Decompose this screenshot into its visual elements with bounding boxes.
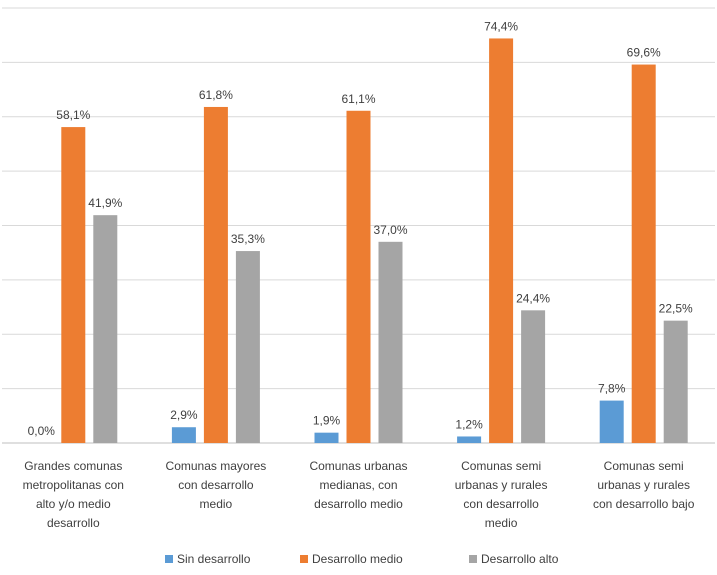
bar [663,320,688,443]
legend-label: Sin desarrollo [177,552,251,566]
category-labels: Grandes comunas metropolitanas con alto y/… [23,459,695,530]
bar [521,310,546,443]
category-label: Grandes comunas metropolitanas con alto y/… [23,459,124,530]
data-labels: 0,0% 58,1% 41,9% 2,9% 61,8% 35,3% 1,9% 61,1% 37,… [28,19,693,438]
bars [61,38,688,444]
data-label: 24,4% [516,291,550,305]
legend-item: Sin desarrollo [165,552,251,566]
legend-item: Desarrollo medio [300,552,403,566]
data-label: 0,0% [28,424,56,438]
data-label: 74,4% [484,19,518,33]
data-label: 61,1% [341,92,375,106]
bar [378,241,403,443]
data-label: 1,9% [313,414,341,428]
bar [235,251,260,443]
legend: Sin desarrollo Desarrollo medio Desarrollo… [165,552,559,566]
category-label: Comunas mayores con desarrollo medio [166,459,267,511]
bar [346,110,371,444]
data-label: 61,8% [199,88,233,102]
data-label: 1,2% [455,417,483,431]
data-label: 41,9% [88,196,122,210]
bar [203,106,228,444]
data-label: 37,0% [373,223,407,237]
category-label: Comunas semi urbanas y rurales con desarro… [593,459,695,511]
bar [314,432,339,443]
legend-swatch [300,555,308,563]
legend-swatch [165,555,173,563]
bar [61,127,86,444]
legend-label: Desarrollo medio [312,552,403,566]
bar [457,436,482,443]
category-label: Comunas semi urbanas y rurales con desarro… [455,459,548,530]
data-label: 58,1% [56,108,90,122]
category-label: Comunas urbanas medianas, con desarrollo m… [309,459,407,511]
legend-swatch [469,555,477,563]
bar [599,400,624,443]
data-label: 7,8% [598,382,626,396]
bar [171,427,196,443]
bar [631,64,656,444]
data-label: 35,3% [231,232,265,246]
bar [93,215,118,443]
legend-item: Desarrollo alto [469,552,559,566]
legend-label: Desarrollo alto [481,552,559,566]
data-label: 2,9% [170,408,198,422]
data-label: 69,6% [627,46,661,60]
data-label: 22,5% [659,302,693,316]
bar [489,38,514,443]
